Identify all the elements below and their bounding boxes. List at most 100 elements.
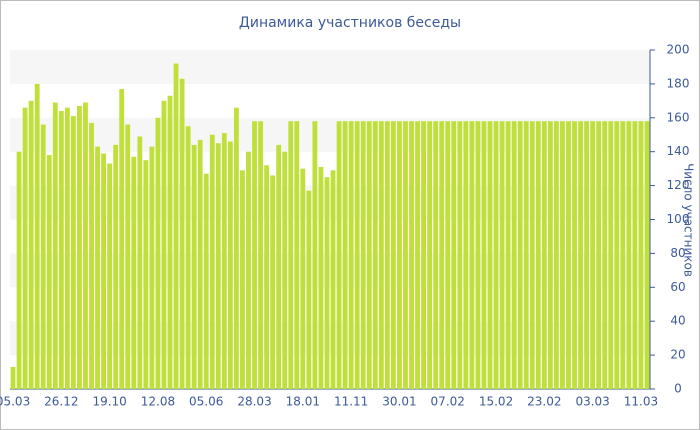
bar (318, 166, 324, 389)
bar (28, 100, 34, 389)
bar (52, 102, 58, 390)
bar (246, 151, 251, 389)
bar (312, 121, 318, 389)
bar (149, 146, 155, 389)
y-tick-label: 100 (667, 212, 690, 226)
bar (372, 121, 378, 389)
y-tick-label: 160 (667, 110, 690, 124)
bar (505, 121, 511, 389)
bar (511, 121, 517, 389)
x-tick-label: 12.08 (141, 395, 175, 409)
bar (46, 155, 52, 389)
bar (360, 121, 366, 389)
y-tick-label: 80 (670, 246, 685, 260)
bar (620, 121, 626, 389)
y-tick-label: 120 (667, 178, 690, 192)
bar (457, 121, 463, 389)
bar (107, 163, 113, 389)
bar (294, 121, 300, 389)
x-tick-label: 11.03 (624, 395, 658, 409)
bar (566, 121, 571, 389)
bar (560, 121, 565, 389)
bar (499, 121, 505, 389)
x-tick-label: 28.03 (237, 395, 271, 409)
bar (403, 121, 408, 389)
bar (596, 121, 602, 389)
bar (421, 121, 426, 389)
bar (415, 121, 420, 389)
x-tick-label: 30.01 (382, 395, 416, 409)
bar (584, 121, 590, 389)
bar (475, 121, 481, 389)
bar (58, 111, 64, 390)
bar (427, 121, 433, 389)
bar (270, 175, 276, 389)
x-tick-label: 03.03 (575, 395, 609, 409)
bar (34, 83, 40, 390)
bar (203, 173, 209, 389)
x-tick-label: 23.02 (527, 395, 561, 409)
bar (614, 121, 620, 389)
bar (101, 153, 106, 389)
bar (554, 121, 559, 389)
bar (354, 121, 360, 389)
bar (306, 190, 312, 389)
bar (390, 121, 396, 389)
bar (626, 121, 632, 389)
bar (378, 121, 384, 389)
bar (397, 121, 402, 389)
x-tick-label: 11.11 (334, 395, 368, 409)
bar (523, 121, 529, 389)
bar (155, 117, 161, 390)
bar (469, 121, 475, 389)
bar (16, 151, 22, 389)
bar (409, 121, 414, 389)
bar (288, 121, 294, 389)
bar (608, 121, 614, 389)
bar (143, 160, 149, 389)
bar (119, 88, 125, 390)
bar (336, 121, 342, 389)
bar (240, 170, 245, 389)
y-tick-label: 180 (667, 76, 690, 90)
bar (185, 126, 191, 390)
bar (330, 170, 336, 389)
x-tick-label: 05.03 (0, 395, 30, 409)
bar (547, 121, 553, 389)
bar (487, 121, 493, 389)
x-tick-label: 05.06 (189, 395, 223, 409)
bar (221, 133, 227, 389)
bar (209, 134, 215, 389)
grid-band (10, 50, 650, 84)
bar (348, 121, 354, 389)
x-tick-label: 15.02 (479, 395, 513, 409)
bar (125, 124, 131, 389)
bar (89, 122, 94, 389)
x-tick-label: 19.10 (92, 395, 126, 409)
bar (215, 143, 221, 389)
bar (644, 121, 650, 389)
bar (252, 121, 257, 389)
bar (77, 105, 82, 389)
bar (366, 121, 372, 389)
bar (535, 121, 541, 389)
x-tick-label: 26.12 (44, 395, 78, 409)
x-tick-label: 07.02 (431, 395, 465, 409)
bar (433, 121, 439, 389)
bar (70, 116, 76, 389)
bar (161, 100, 167, 389)
bar (258, 121, 263, 389)
bar (131, 156, 137, 389)
bar (439, 121, 445, 389)
bar (445, 121, 451, 389)
bar (22, 107, 28, 389)
y-tick-label: 60 (670, 280, 685, 294)
chart-title: Динамика участников беседы (239, 15, 461, 31)
bar (541, 121, 547, 389)
bar (384, 121, 390, 389)
y-axis-label: Число участников (682, 163, 696, 277)
bar (632, 121, 638, 389)
y-tick-label: 140 (667, 144, 690, 158)
bar (572, 121, 577, 389)
